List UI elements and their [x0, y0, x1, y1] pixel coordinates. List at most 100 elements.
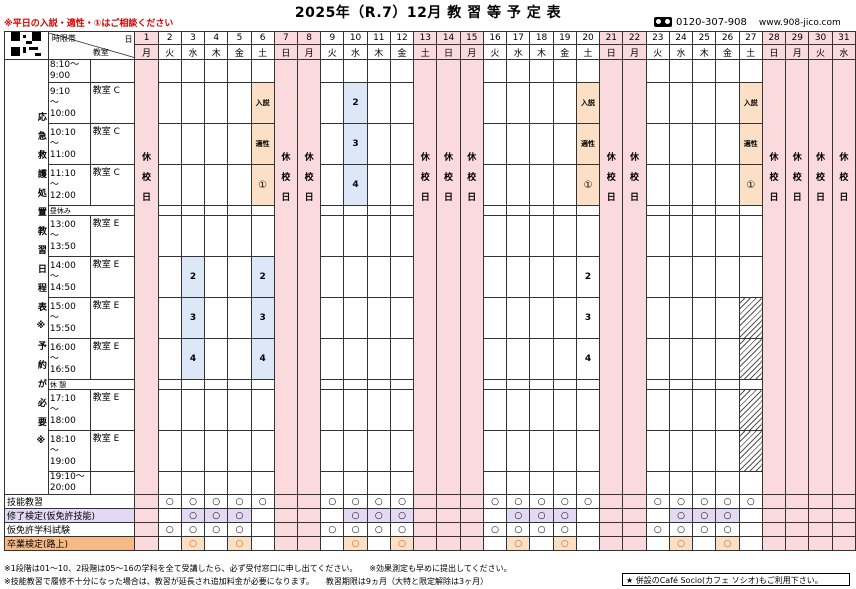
- schedule-cell[interactable]: [645, 164, 670, 206]
- schedule-cell[interactable]: [204, 338, 229, 380]
- schedule-cell[interactable]: 3: [250, 297, 275, 339]
- schedule-cell[interactable]: [204, 82, 229, 124]
- availability-cell[interactable]: [482, 508, 508, 523]
- schedule-cell[interactable]: [529, 59, 554, 83]
- schedule-cell[interactable]: 4: [180, 338, 206, 380]
- schedule-cell[interactable]: [506, 215, 531, 257]
- availability-cell[interactable]: ○: [227, 508, 252, 523]
- schedule-cell[interactable]: 3: [180, 297, 206, 339]
- schedule-cell[interactable]: [482, 389, 508, 431]
- schedule-cell[interactable]: [157, 338, 182, 380]
- schedule-cell[interactable]: [552, 430, 577, 472]
- availability-cell[interactable]: [459, 508, 484, 523]
- schedule-cell[interactable]: [366, 215, 391, 257]
- schedule-cell[interactable]: [157, 297, 182, 339]
- schedule-cell[interactable]: [692, 379, 717, 390]
- availability-cell[interactable]: ○: [575, 494, 601, 509]
- availability-cell[interactable]: [436, 522, 461, 537]
- availability-cell[interactable]: ○: [668, 536, 694, 551]
- schedule-cell[interactable]: [645, 256, 670, 298]
- schedule-cell[interactable]: [227, 389, 252, 431]
- schedule-cell[interactable]: [692, 164, 717, 206]
- schedule-cell[interactable]: [204, 164, 229, 206]
- schedule-cell[interactable]: [552, 205, 577, 216]
- availability-cell[interactable]: ○: [552, 522, 577, 537]
- schedule-cell[interactable]: [157, 471, 182, 495]
- schedule-cell[interactable]: [204, 123, 229, 165]
- schedule-cell[interactable]: [738, 471, 763, 495]
- schedule-cell[interactable]: [227, 379, 252, 390]
- schedule-cell[interactable]: [645, 379, 670, 390]
- schedule-cell[interactable]: [343, 297, 368, 339]
- availability-cell[interactable]: [761, 494, 787, 509]
- schedule-cell[interactable]: [692, 338, 717, 380]
- schedule-cell[interactable]: [366, 297, 391, 339]
- schedule-cell[interactable]: [529, 205, 554, 216]
- schedule-cell[interactable]: [645, 205, 670, 216]
- schedule-cell[interactable]: [227, 59, 252, 83]
- schedule-cell[interactable]: [482, 297, 508, 339]
- availability-cell[interactable]: [157, 536, 182, 551]
- availability-cell[interactable]: [645, 536, 670, 551]
- availability-cell[interactable]: [785, 536, 810, 551]
- schedule-cell[interactable]: [180, 82, 206, 124]
- availability-cell[interactable]: ○: [692, 494, 717, 509]
- schedule-cell[interactable]: [715, 379, 740, 390]
- schedule-cell[interactable]: ①: [250, 164, 275, 206]
- schedule-cell[interactable]: 適性: [575, 123, 601, 165]
- schedule-cell[interactable]: [575, 205, 601, 216]
- availability-cell[interactable]: ○: [715, 522, 740, 537]
- availability-cell[interactable]: ○: [668, 508, 694, 523]
- availability-cell[interactable]: [413, 522, 438, 537]
- schedule-cell[interactable]: [180, 389, 206, 431]
- schedule-cell[interactable]: [482, 164, 508, 206]
- schedule-cell[interactable]: [715, 123, 740, 165]
- availability-cell[interactable]: ○: [692, 508, 717, 523]
- availability-cell[interactable]: [761, 536, 787, 551]
- availability-cell[interactable]: ○: [389, 522, 415, 537]
- availability-cell[interactable]: ○: [529, 508, 554, 523]
- schedule-cell[interactable]: [389, 471, 415, 495]
- availability-cell[interactable]: ○: [343, 536, 368, 551]
- availability-cell[interactable]: ○: [738, 494, 763, 509]
- schedule-cell[interactable]: [506, 256, 531, 298]
- schedule-cell[interactable]: [506, 297, 531, 339]
- schedule-cell[interactable]: [227, 256, 252, 298]
- schedule-cell[interactable]: 2: [575, 256, 601, 298]
- schedule-cell[interactable]: [227, 338, 252, 380]
- schedule-cell[interactable]: [366, 82, 391, 124]
- schedule-cell[interactable]: [204, 215, 229, 257]
- schedule-cell[interactable]: [668, 389, 694, 431]
- availability-cell[interactable]: [529, 536, 554, 551]
- schedule-cell[interactable]: [575, 215, 601, 257]
- availability-cell[interactable]: [273, 508, 298, 523]
- schedule-cell[interactable]: [343, 215, 368, 257]
- availability-cell[interactable]: ○: [204, 494, 229, 509]
- schedule-cell[interactable]: [343, 338, 368, 380]
- schedule-cell[interactable]: [343, 379, 368, 390]
- availability-cell[interactable]: ○: [180, 536, 206, 551]
- availability-cell[interactable]: [134, 494, 159, 509]
- schedule-cell[interactable]: [668, 471, 694, 495]
- schedule-cell[interactable]: [204, 389, 229, 431]
- availability-cell[interactable]: [575, 522, 601, 537]
- schedule-cell[interactable]: [227, 205, 252, 216]
- schedule-cell[interactable]: [506, 389, 531, 431]
- schedule-cell[interactable]: [343, 205, 368, 216]
- schedule-cell[interactable]: [180, 430, 206, 472]
- availability-cell[interactable]: [273, 536, 298, 551]
- schedule-cell[interactable]: [692, 123, 717, 165]
- schedule-cell[interactable]: [366, 471, 391, 495]
- availability-cell[interactable]: [273, 494, 298, 509]
- schedule-cell[interactable]: [552, 379, 577, 390]
- schedule-cell[interactable]: [692, 215, 717, 257]
- schedule-cell[interactable]: [506, 164, 531, 206]
- schedule-cell[interactable]: [320, 59, 345, 83]
- availability-cell[interactable]: ○: [389, 508, 415, 523]
- schedule-cell[interactable]: [157, 82, 182, 124]
- schedule-cell[interactable]: [157, 205, 182, 216]
- schedule-cell[interactable]: [668, 256, 694, 298]
- schedule-cell[interactable]: [738, 379, 763, 390]
- availability-cell[interactable]: ○: [227, 536, 252, 551]
- schedule-cell[interactable]: [227, 471, 252, 495]
